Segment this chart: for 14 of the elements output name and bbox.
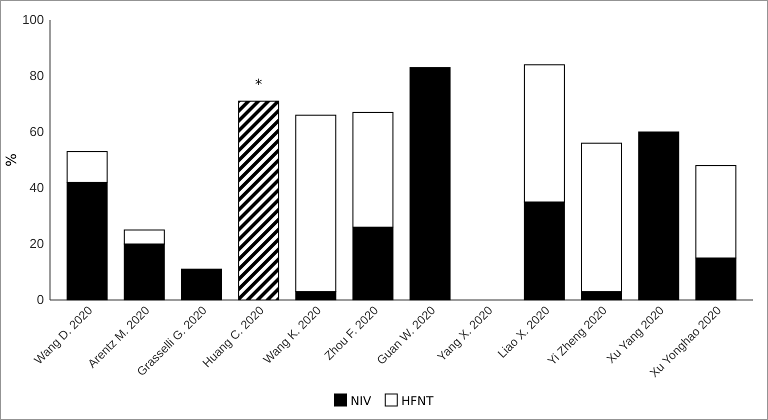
y-tick-label: 40 <box>30 180 44 196</box>
y-tick-label: 80 <box>30 68 44 84</box>
y-tick-label: 0 <box>36 292 44 308</box>
bar <box>180 268 222 300</box>
y-tick-label: 100 <box>22 12 44 28</box>
bar <box>238 100 280 300</box>
legend-label: HFNT <box>401 394 434 408</box>
y-axis-title: % <box>4 153 20 167</box>
bar <box>410 67 451 300</box>
y-tick-label: 20 <box>30 236 44 252</box>
legend-label: NIV <box>350 394 372 408</box>
y-tick-label: 60 <box>30 124 44 140</box>
bar <box>638 132 680 300</box>
annotation: * <box>255 77 262 94</box>
